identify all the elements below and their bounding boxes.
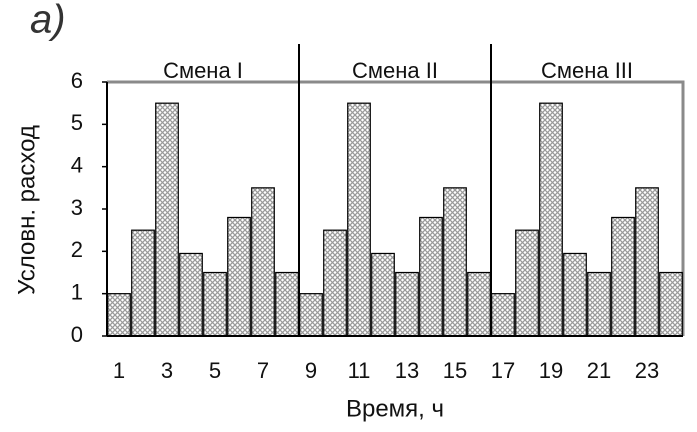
shift-label: Смена III [541, 58, 633, 83]
bar [659, 271, 683, 337]
bar [395, 271, 419, 337]
bar [419, 216, 443, 337]
bar [539, 102, 563, 337]
y-tick-label: 0 [71, 322, 83, 347]
bar [251, 187, 275, 337]
x-tick-label: 21 [587, 358, 611, 383]
bar [587, 271, 611, 337]
x-tick-label: 19 [539, 358, 563, 383]
x-tick-label: 23 [635, 358, 659, 383]
x-axis-title: Время, ч [346, 395, 444, 422]
bar [635, 187, 659, 337]
bar [515, 229, 539, 337]
bar [563, 252, 587, 337]
y-tick-label: 4 [71, 152, 83, 177]
bar [107, 293, 131, 337]
x-tick-label: 11 [348, 358, 371, 383]
bar [275, 271, 299, 337]
bar [347, 102, 371, 337]
x-tick-label: 1 [113, 358, 125, 383]
bar [227, 216, 251, 337]
y-tick-label: 5 [71, 110, 83, 135]
x-tick-label: 15 [443, 358, 467, 383]
bar [155, 102, 179, 337]
bar [443, 187, 467, 337]
bar [611, 216, 635, 337]
bar [371, 252, 395, 337]
y-tick-label: 2 [71, 237, 83, 262]
x-tick-label: 17 [491, 358, 515, 383]
x-tick-label: 13 [395, 358, 419, 383]
bar [467, 271, 491, 337]
bar [323, 229, 347, 337]
bar [179, 252, 203, 337]
y-tick-label: 6 [71, 68, 83, 93]
y-axis-title: Условн. расход [13, 125, 40, 295]
y-tick-label: 1 [71, 279, 83, 304]
bar [203, 271, 227, 337]
bar [131, 229, 155, 337]
shift-label: Смена II [352, 58, 438, 83]
x-tick-label: 3 [161, 358, 173, 383]
panel-label: a) [30, 0, 66, 42]
bar [491, 293, 515, 337]
bar [299, 293, 323, 337]
shift-label: Смена I [163, 58, 243, 83]
x-tick-label: 7 [257, 358, 269, 383]
x-tick-label: 5 [209, 358, 221, 383]
x-tick-label: 9 [305, 358, 317, 383]
y-tick-label: 3 [71, 195, 83, 220]
